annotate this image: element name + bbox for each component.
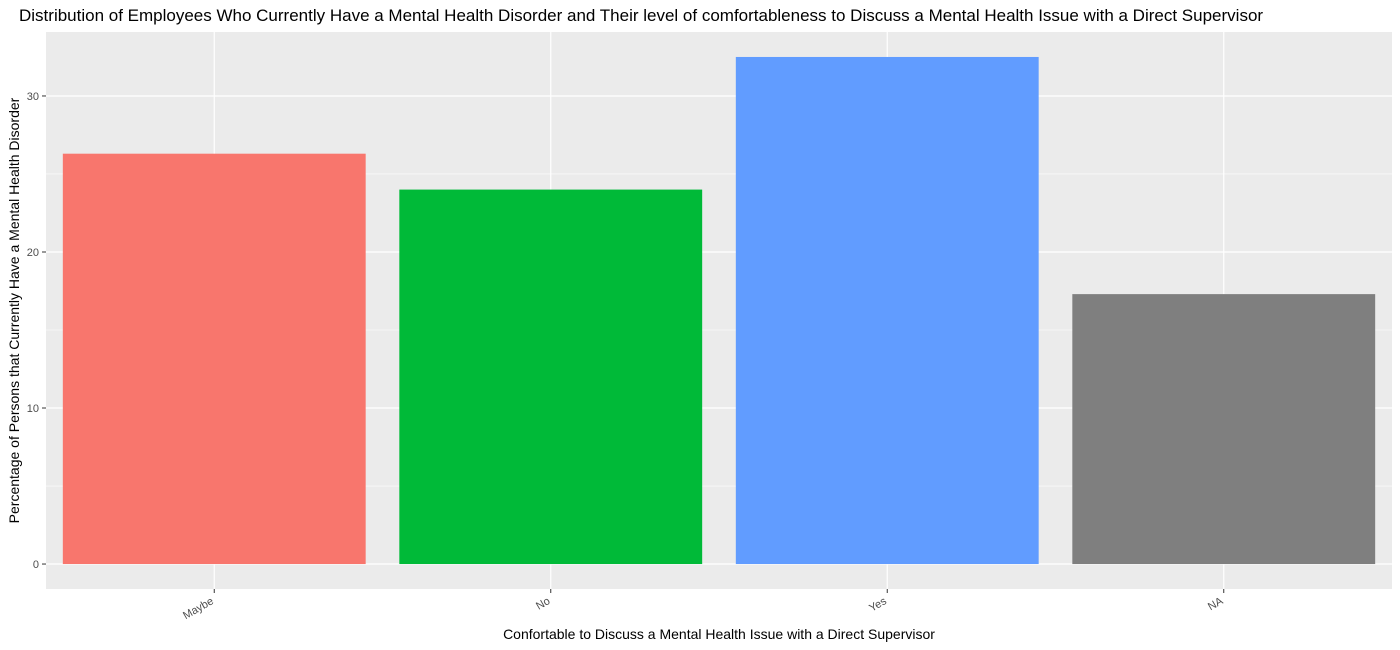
x-tick-label: Yes: [867, 595, 889, 615]
y-axis: 0 10 20 30: [27, 91, 46, 571]
y-tick-label: 20: [27, 247, 39, 259]
bars: [62, 56, 1376, 565]
x-tick-label: Maybe: [181, 595, 216, 622]
x-tick-label: NA: [1206, 595, 1226, 613]
y-tick-label: 30: [27, 91, 39, 103]
bar-na: [1072, 294, 1376, 565]
bar-yes: [735, 56, 1039, 565]
bar-maybe: [62, 153, 366, 565]
x-axis: Maybe No Yes NA: [181, 589, 1226, 622]
x-tick-label: No: [534, 595, 552, 612]
bar-no: [399, 189, 703, 565]
y-axis-title: Percentage of Persons that Currently Hav…: [6, 97, 22, 523]
y-tick-label: 0: [33, 559, 39, 571]
x-axis-title: Confortable to Discuss a Mental Health I…: [503, 626, 935, 642]
chart-title: Distribution of Employees Who Currently …: [19, 6, 1264, 25]
y-tick-label: 10: [27, 403, 39, 415]
